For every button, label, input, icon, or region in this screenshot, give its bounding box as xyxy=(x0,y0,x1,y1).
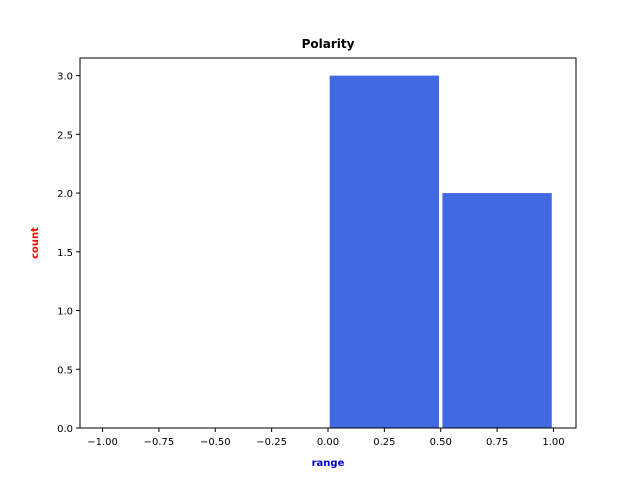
bar-3 xyxy=(442,193,552,428)
x-tick-label: 1.00 xyxy=(542,437,564,448)
y-tick-label: 2.0 xyxy=(57,189,73,200)
x-tick-label: 0.00 xyxy=(317,437,339,448)
y-tick-label: 0.5 xyxy=(57,365,73,376)
y-axis-ticks: 0.0 0.5 1.0 1.5 2.0 2.5 3.0 xyxy=(57,72,80,435)
x-tick-label: 0.75 xyxy=(486,437,508,448)
x-tick-label: −1.00 xyxy=(87,437,118,448)
y-tick-label: 0.0 xyxy=(57,424,73,435)
y-tick-label: 2.5 xyxy=(57,130,73,141)
chart-title: Polarity xyxy=(302,37,355,51)
x-tick-label: −0.25 xyxy=(256,437,287,448)
y-tick-label: 1.5 xyxy=(57,248,73,259)
bars-group xyxy=(329,75,552,428)
y-axis-label: count xyxy=(30,227,41,259)
bar-2 xyxy=(329,75,440,428)
y-tick-label: 3.0 xyxy=(57,72,73,83)
y-tick-label: 1.0 xyxy=(57,307,73,318)
x-tick-label: 0.25 xyxy=(373,437,395,448)
x-tick-label: 0.50 xyxy=(430,437,452,448)
x-axis-label: range xyxy=(312,458,345,469)
x-tick-label: −0.75 xyxy=(144,437,175,448)
x-axis-ticks: −1.00 −0.75 −0.50 −0.25 0.00 0.25 0.50 0.75 1.00 xyxy=(87,428,565,448)
x-tick-label: −0.50 xyxy=(200,437,231,448)
